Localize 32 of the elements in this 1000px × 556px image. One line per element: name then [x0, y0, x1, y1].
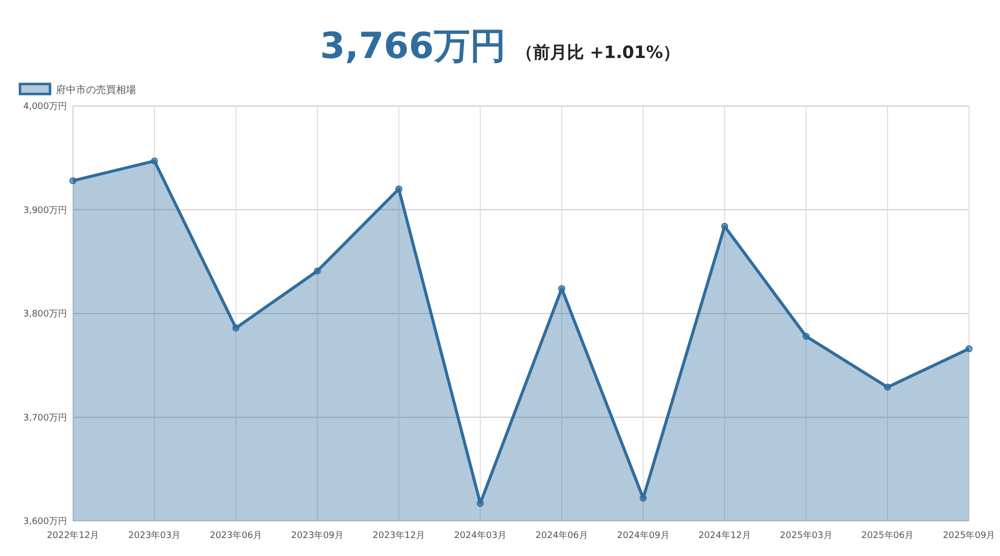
- x-tick-label: 2023年03月: [128, 530, 181, 541]
- x-tick-label: 2023年09月: [291, 530, 344, 541]
- point: [966, 345, 972, 352]
- x-tick-label: 2022年12月: [46, 530, 100, 541]
- chart-title: 3,766万円: [320, 26, 506, 67]
- x-tick-label: 2025年09月: [942, 530, 996, 541]
- y-tick-label: 3,600万円: [23, 517, 67, 527]
- point: [70, 177, 76, 184]
- point: [395, 186, 402, 192]
- point: [640, 494, 647, 502]
- x-tick-label: 2023年12月: [372, 530, 425, 541]
- x-tick-label: 2025年06月: [861, 530, 914, 541]
- y-tick-label: 4,000万円: [23, 102, 67, 112]
- point: [476, 500, 484, 507]
- x-tick-label: 2024年06月: [536, 530, 588, 541]
- x-tick-label: 2023年06月: [210, 530, 262, 541]
- y-tick-label: 3,800万円: [23, 310, 67, 320]
- x-tick-label: 2024年09月: [617, 530, 670, 541]
- x-tick-label: 2024年12月: [698, 530, 751, 541]
- point: [314, 267, 321, 274]
- x-tick-label: 2025年03月: [780, 530, 832, 541]
- point: [721, 222, 728, 230]
- x-tick-label: 2024年03月: [454, 530, 506, 541]
- chart-subtitle: （前月比 +1.01%）: [516, 43, 680, 63]
- legend-label: 府中市の売買相場: [56, 84, 136, 96]
- point: [558, 285, 566, 292]
- point: [150, 157, 158, 164]
- point: [884, 384, 892, 391]
- point: [802, 332, 810, 340]
- y-tick-label: 3,900万円: [23, 206, 67, 216]
- point: [232, 324, 240, 332]
- y-tick-label: 3,700万円: [23, 413, 67, 424]
